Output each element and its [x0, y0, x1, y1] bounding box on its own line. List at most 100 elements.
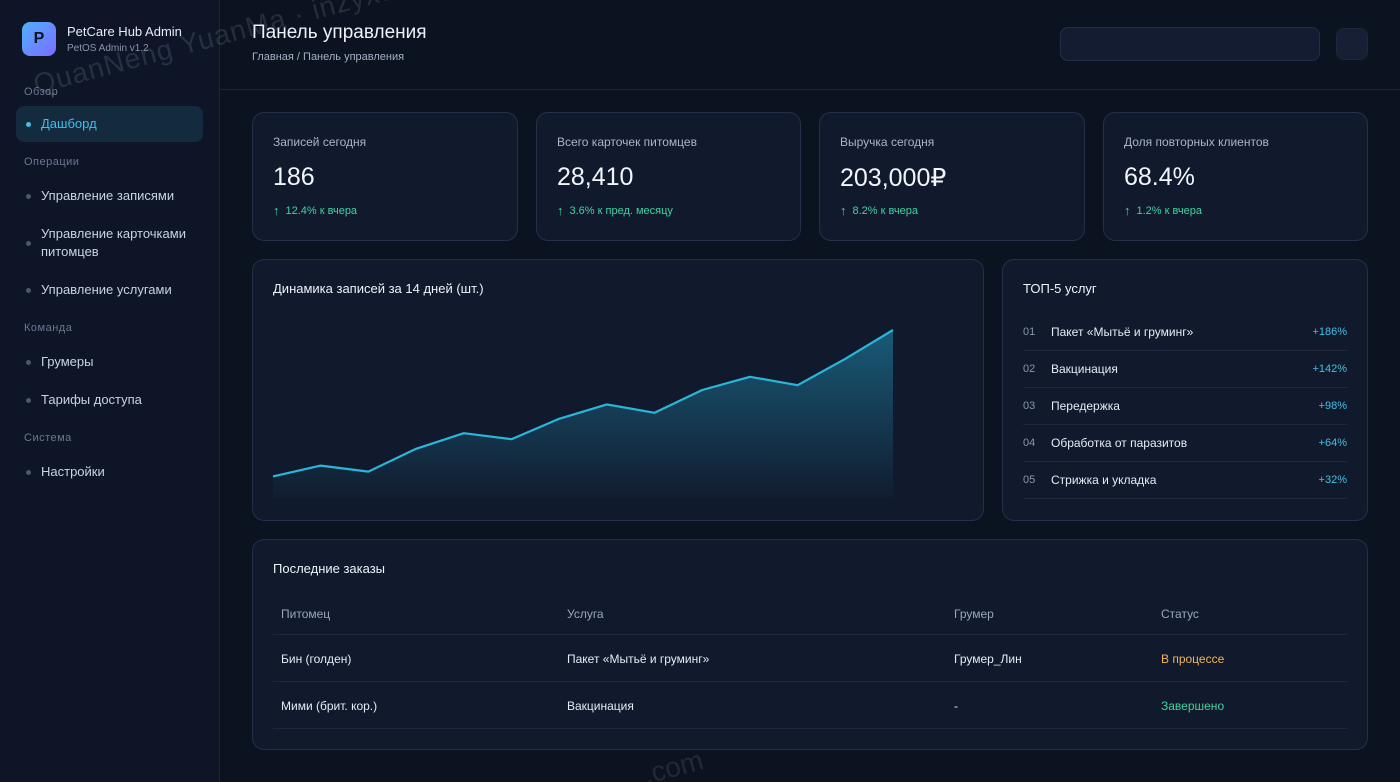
service-name: Пакет «Мытьё и груминг»: [1051, 325, 1194, 339]
service-rank: 04: [1023, 437, 1036, 449]
brand[interactable]: P PetCare Hub Admin PetOS Admin v1.2: [22, 22, 203, 56]
column-header-pet[interactable]: Питомец: [281, 607, 331, 621]
status-badge: В процессе: [1161, 652, 1225, 666]
stat-label: Записей сегодня: [273, 135, 367, 149]
nav-group-overview: Обзор: [24, 86, 59, 98]
chart-point-9[interactable]: [650, 408, 660, 418]
chart-point-13[interactable]: [840, 354, 850, 364]
top-services-title: ТОП-5 услуг: [1023, 281, 1097, 296]
dot-icon: [26, 359, 31, 365]
sidebar-item-groomers[interactable]: Грумеры: [16, 344, 203, 380]
chart-point-14[interactable]: [888, 325, 898, 335]
sidebar-item-label: Грумеры: [41, 354, 94, 369]
sidebar-item-bookings[interactable]: Управление записями: [16, 178, 203, 214]
service-rank: 05: [1023, 474, 1036, 486]
recent-orders-title: Последние заказы: [273, 561, 386, 576]
arrow-up-icon: ↑: [840, 203, 847, 218]
search-box[interactable]: [1060, 27, 1320, 61]
sidebar-item-label: Управление карточками питомцев: [41, 226, 186, 259]
stat-card-total-pets: Всего карточек питомцев 28,410 ↑ 3.6% к п…: [536, 112, 801, 241]
chart-point-6[interactable]: [506, 434, 516, 444]
dot-icon: [26, 287, 31, 293]
list-item[interactable]: 03 Передержка +98%: [1023, 388, 1347, 425]
chart-point-3[interactable]: [363, 467, 373, 477]
dot-icon: [26, 397, 31, 403]
list-item[interactable]: 05 Стрижка и укладка +32%: [1023, 462, 1347, 499]
chart-point-11[interactable]: [745, 372, 755, 382]
recent-orders-card: Последние заказы Питомец Услуга Грумер С…: [252, 539, 1368, 750]
sidebar-item-label: Дашборд: [41, 116, 97, 131]
stat-value: 28,410: [557, 163, 634, 191]
sidebar-item-services[interactable]: Управление услугами: [16, 272, 203, 308]
table-divider: [273, 681, 1347, 682]
table-divider: [273, 728, 1347, 729]
stat-trend: ↑ 12.4% к вчера: [273, 203, 358, 218]
stat-value: 186: [273, 163, 315, 191]
bookings-chart-card: Динамика записей за 14 дней (шт.): [252, 259, 984, 521]
user-menu-button[interactable]: [1336, 28, 1368, 60]
column-header-status[interactable]: Статус: [1161, 607, 1199, 621]
sidebar-item-settings[interactable]: Настройки: [16, 454, 203, 490]
service-growth: +142%: [1312, 363, 1347, 375]
chart-point-2[interactable]: [316, 461, 326, 471]
chart-area-fill: [273, 330, 893, 498]
stat-trend: ↑ 1.2% к вчера: [1124, 203, 1202, 218]
brand-version: PetOS Admin v1.2: [67, 43, 149, 54]
topbar: Панель управления Главная / Панель управ…: [220, 0, 1400, 90]
service-rank: 03: [1023, 400, 1036, 412]
dot-icon: [26, 193, 31, 199]
service-growth: +64%: [1318, 437, 1347, 449]
stat-label: Доля повторных клиентов: [1124, 135, 1269, 149]
list-item[interactable]: 02 Вакцинация +142%: [1023, 351, 1347, 388]
chart-point-7[interactable]: [554, 414, 564, 424]
sidebar-item-access-plans[interactable]: Тарифы доступа: [16, 382, 203, 418]
page-title: Панель управления: [252, 22, 427, 43]
chart-point-5[interactable]: [459, 428, 469, 438]
chart-point-1[interactable]: [268, 471, 278, 481]
bookings-area-chart: [268, 325, 898, 498]
sidebar-item-label: Управление записями: [41, 188, 175, 203]
nav-group-team: Команда: [24, 322, 73, 334]
cell-pet: Бин (голден): [281, 652, 352, 666]
stat-label: Всего карточек питомцев: [557, 135, 697, 149]
service-rank: 02: [1023, 363, 1036, 375]
stat-label: Выручка сегодня: [840, 135, 935, 149]
column-header-service[interactable]: Услуга: [567, 607, 604, 621]
chart-point-4[interactable]: [411, 444, 421, 454]
arrow-up-icon: ↑: [1124, 203, 1131, 218]
column-header-groomer[interactable]: Грумер: [954, 607, 994, 621]
cell-service: Пакет «Мытьё и груминг»: [567, 652, 710, 666]
arrow-up-icon: ↑: [557, 203, 564, 218]
arrow-up-icon: ↑: [273, 203, 280, 218]
sidebar-item-label: Настройки: [41, 464, 105, 479]
stat-trend: ↑ 3.6% к пред. месяцу: [557, 203, 673, 218]
cell-service: Вакцинация: [567, 699, 634, 713]
nav-group-operations: Операции: [24, 156, 80, 168]
stat-value: 203,000₽: [840, 164, 947, 192]
dot-icon: [26, 121, 31, 127]
service-name: Передержка: [1051, 399, 1120, 413]
status-badge: Завершено: [1161, 699, 1225, 713]
sidebar-item-label: Управление услугами: [41, 282, 172, 297]
service-growth: +186%: [1312, 326, 1347, 338]
search-input[interactable]: [1061, 28, 1319, 60]
service-rank: 01: [1023, 326, 1036, 338]
service-growth: +32%: [1318, 474, 1347, 486]
cell-pet: Мими (брит. кор.): [281, 699, 378, 713]
service-name: Стрижка и укладка: [1051, 473, 1157, 487]
chart-point-12[interactable]: [793, 380, 803, 390]
chart-title: Динамика записей за 14 дней (шт.): [273, 281, 484, 296]
chart-point-10[interactable]: [697, 385, 707, 395]
service-name: Обработка от паразитов: [1051, 436, 1188, 450]
list-item[interactable]: 01 Пакет «Мытьё и груминг» +186%: [1023, 314, 1347, 351]
breadcrumb[interactable]: Главная / Панель управления: [252, 51, 405, 63]
sidebar-item-pet-cards[interactable]: Управление карточками питомцев: [16, 216, 203, 270]
sidebar-item-label: Тарифы доступа: [41, 392, 142, 407]
list-item[interactable]: 04 Обработка от паразитов +64%: [1023, 425, 1347, 462]
nav-group-system: Система: [24, 432, 72, 444]
main-content: Панель управления Главная / Панель управ…: [220, 0, 1400, 782]
cell-groomer: -: [954, 699, 958, 713]
sidebar-item-dashboard[interactable]: Дашборд: [16, 106, 203, 142]
chart-point-8[interactable]: [602, 399, 612, 409]
